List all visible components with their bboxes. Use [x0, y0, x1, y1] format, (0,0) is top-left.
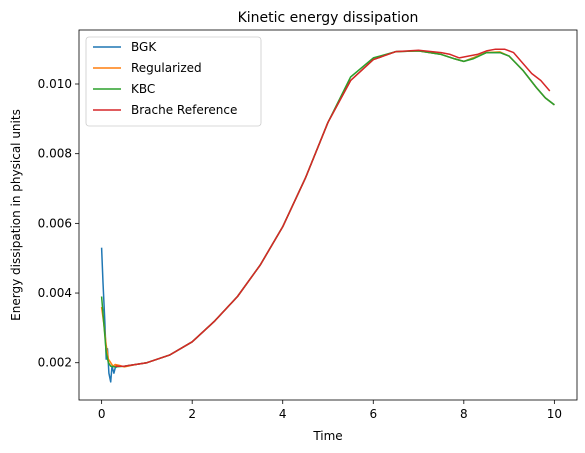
chart-title: Kinetic energy dissipation [238, 10, 419, 26]
legend-label: Regularized [131, 61, 202, 75]
y-tick-label: 0.002 [38, 356, 72, 370]
x-axis: 0 2 4 6 8 10 [98, 400, 562, 421]
x-tick-label: 0 [98, 407, 106, 421]
x-axis-label: Time [312, 429, 342, 443]
y-tick-label: 0.010 [38, 77, 72, 91]
series-line-3 [115, 48, 551, 367]
y-axis-label: Energy dissipation in physical units [9, 109, 23, 321]
x-tick-label: 6 [369, 407, 377, 421]
plot-frame [78, 29, 578, 401]
x-tick-label: 10 [547, 407, 562, 421]
y-tick-label: 0.008 [38, 147, 72, 161]
y-tick-label: 0.004 [38, 286, 72, 300]
x-tick-label: 8 [460, 407, 468, 421]
y-axis: 0.002 0.004 0.006 0.008 0.010 [38, 77, 79, 370]
legend-label: Brache Reference [131, 103, 237, 117]
legend: BGK Regularized KBC Brache Reference [85, 36, 262, 127]
y-tick-label: 0.006 [38, 216, 72, 230]
legend-label: KBC [131, 82, 155, 96]
legend-label: BGK [131, 40, 157, 54]
x-tick-label: 2 [188, 407, 196, 421]
x-tick-label: 4 [279, 407, 287, 421]
legend-frame [85, 36, 262, 127]
series-layer [100, 48, 555, 383]
